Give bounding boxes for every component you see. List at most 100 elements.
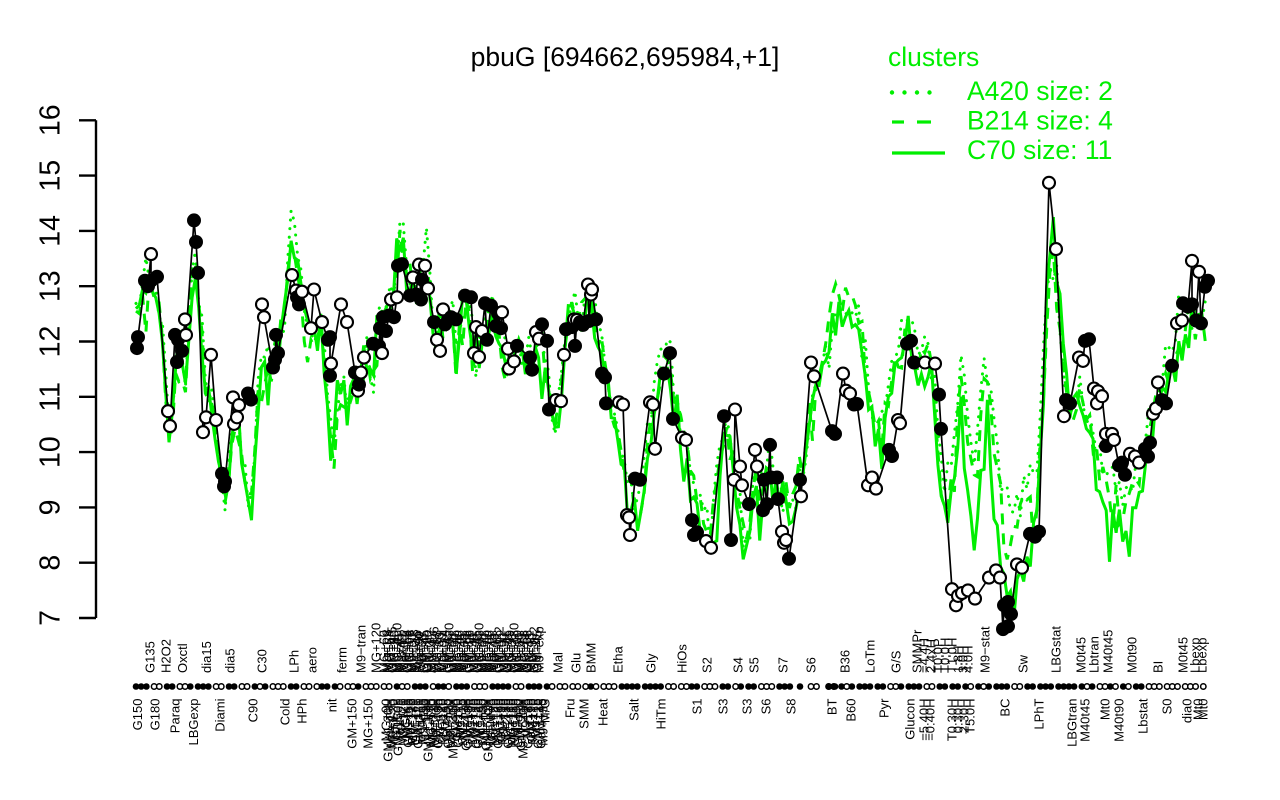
svg-text:GM+68: GM+68 [520,630,535,673]
svg-text:Glucon: Glucon [903,699,918,740]
svg-text:M9+110: M9+110 [496,699,511,745]
svg-text:GaM+5: GaM+5 [484,699,499,742]
svg-text:S6: S6 [804,657,819,673]
svg-text:Paraq: Paraq [168,699,183,734]
svg-text:MG+90: MG+90 [510,630,525,673]
svg-text:GM+120: GM+120 [471,699,486,749]
svg-text:GM+45H: GM+45H [459,699,474,751]
svg-text:Mt0: Mt0 [1191,699,1206,721]
svg-text:clusters: clusters [888,42,979,72]
svg-text:pbuG [694662,695984,+1]: pbuG [694662,695984,+1] [471,42,780,72]
svg-text:M9+45: M9+45 [485,633,500,673]
svg-text:M9x45: M9x45 [395,634,410,673]
svg-text:M9=0.3: M9=0.3 [407,629,422,673]
svg-text:GM+110: GM+110 [451,699,466,748]
svg-text:M9+1.30H: M9+1.30H [446,699,461,759]
svg-text:7: 7 [35,610,67,626]
svg-text:LPhT: LPhT [1032,698,1047,729]
svg-text:LBGtran: LBGtran [1065,699,1080,747]
svg-text:M/G: M/G [538,699,553,724]
svg-text:MG+90: MG+90 [379,699,394,742]
svg-text:M9+45: M9+45 [467,633,482,673]
svg-text:M9=0.4: M9=0.4 [437,629,452,673]
svg-text:Pyr: Pyr [877,698,892,718]
svg-text:nit: nit [325,698,340,712]
svg-text:M9+120: M9+120 [404,699,419,746]
svg-text:GM+45: GM+45 [440,630,455,673]
svg-text:T+2.30: T+2.30 [499,699,514,740]
svg-text:GM+1.10H: GM+1.10H [481,699,496,762]
svg-text:GaM+45: GaM+45 [534,699,549,749]
svg-text:S3: S3 [716,699,731,715]
svg-text:M0+45H: M0+45H [384,699,399,749]
svg-text:MG+68: MG+68 [430,630,445,673]
svg-text:GM+1.15H: GM+1.15H [421,699,436,762]
svg-text:Heat: Heat [596,698,611,726]
svg-text:HiTm: HiTm [654,699,669,730]
svg-text:M9+68: M9+68 [445,633,460,673]
svg-text:GM+120: GM+120 [501,699,516,749]
svg-text:M40t45: M40t45 [1078,699,1093,742]
svg-text:Mt0: Mt0 [1196,699,1211,721]
svg-text:GM+110: GM+110 [401,699,416,748]
svg-text:M9+90: M9+90 [509,699,524,739]
svg-text:Ma=0.2: Ma=0.2 [397,629,412,673]
svg-text:M9+95: M9+95 [464,699,479,739]
svg-text:GM+150: GM+150 [345,699,360,749]
svg-text:GM+120: GM+120 [469,699,484,749]
svg-text:T5.0H: T5.0H [963,699,978,734]
svg-text:GM+90: GM+90 [420,630,435,673]
svg-text:GM+120: GM+120 [441,699,456,749]
svg-text:=0.40H: =0.40H [923,699,938,741]
svg-text:S8: S8 [784,699,799,715]
svg-text:Mal: Mal [551,652,566,673]
svg-text:GM+45: GM+45 [500,630,515,673]
svg-text:M9+90H: M9+90H [429,699,444,749]
svg-text:MG+120: MG+120 [369,623,384,673]
svg-text:M9+1.20H: M9+1.20H [516,699,531,759]
svg-text:GM+95H: GM+95H [514,699,529,751]
svg-text:MG+90: MG+90 [387,630,402,673]
svg-text:Lbtran: Lbtran [1087,636,1102,673]
svg-text:Gly: Gly [644,653,659,673]
svg-text:M9+90: M9+90 [405,633,420,673]
svg-text:M9−exp: M9−exp [532,626,547,673]
svg-text:GM+120: GM+120 [531,699,546,749]
svg-text:M9+120: M9+120 [426,699,441,746]
svg-text:aero: aero [305,647,320,673]
svg-text:GM+130: GM+130 [461,699,476,749]
svg-text:GM+45: GM+45 [417,630,432,673]
svg-text:MG+150: MG+150 [361,699,376,749]
svg-text:M9+130: M9+130 [536,699,551,746]
svg-text:M9+110: M9+110 [416,699,431,745]
svg-text:M9+90: M9+90 [497,633,512,673]
svg-text:GM−0.1: GM−0.1 [409,699,424,746]
svg-text:C30: C30 [255,649,270,673]
svg-text:MG+90: MG+90 [480,630,495,673]
svg-text:M9+60: M9+60 [447,633,462,673]
svg-text:Sw: Sw [1016,654,1031,673]
svg-text:MG+45: MG+45 [502,630,517,673]
svg-text:M9+130: M9+130 [476,699,491,746]
svg-text:ferm: ferm [335,647,350,673]
svg-text:G/S: G/S [889,650,904,673]
svg-text:BMM: BMM [584,643,599,673]
svg-text:14: 14 [35,215,67,247]
svg-text:GM+90: GM+90 [494,699,509,742]
svg-text:M9+120: M9+120 [396,699,411,746]
svg-text:GM+90: GM+90 [449,699,464,742]
svg-text:GM+90: GM+90 [524,699,539,742]
svg-text:M9+90: M9+90 [435,633,450,673]
svg-text:M9+15: M9+15 [529,699,544,739]
svg-text:GM+130: GM+130 [507,623,522,673]
svg-text:10: 10 [35,436,67,468]
svg-text:M9+68: M9+68 [475,633,490,673]
svg-text:HPh: HPh [295,699,310,724]
svg-text:B214 size: 4: B214 size: 4 [967,106,1113,136]
svg-text:LBGexp: LBGexp [186,699,201,746]
svg-text:BT: BT [825,698,840,715]
svg-text:M9+130: M9+130 [506,699,521,746]
svg-text:13: 13 [35,270,67,302]
svg-text:GM+15H: GM+15H [479,699,494,751]
svg-text:M9+120: M9+120 [489,699,504,746]
